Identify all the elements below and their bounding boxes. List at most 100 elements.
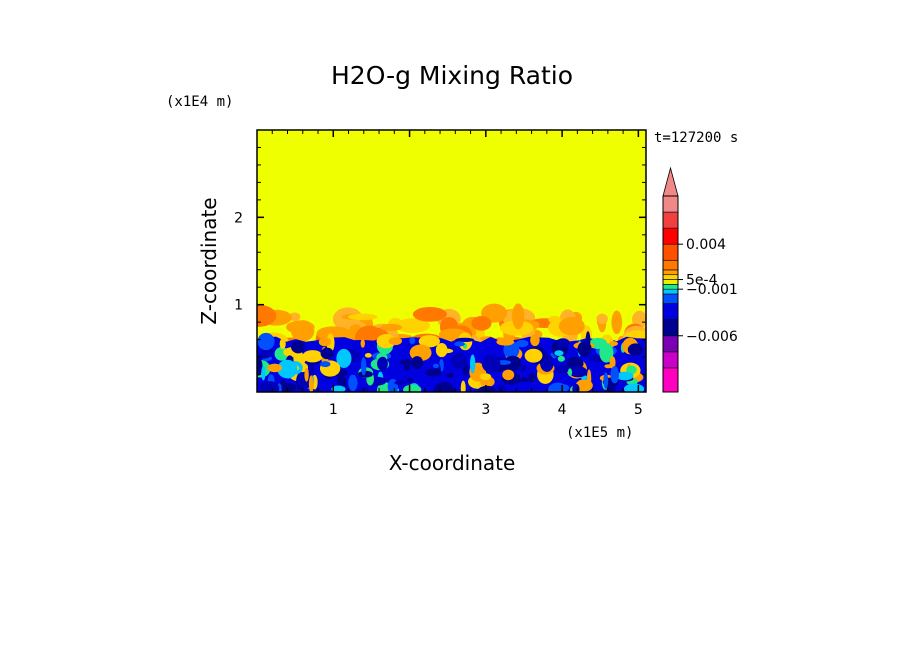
moist-blob bbox=[608, 341, 618, 347]
y-tick-label: 2 bbox=[234, 210, 243, 226]
moist-blob bbox=[261, 365, 266, 381]
moist-blob bbox=[409, 337, 416, 345]
moist-blob bbox=[515, 339, 529, 348]
y-axis-label: Z-coordinate bbox=[197, 197, 221, 324]
moist-blob bbox=[257, 332, 275, 351]
x-tick-label: 2 bbox=[405, 402, 414, 418]
moist-blob bbox=[388, 337, 402, 346]
y-ticks: 12 bbox=[234, 146, 646, 376]
colorbar-segment bbox=[662, 195, 679, 213]
time-label: t=127200 s bbox=[654, 130, 738, 146]
moist-blob bbox=[524, 348, 543, 363]
plume-blob bbox=[288, 312, 301, 321]
colorbar-segment bbox=[662, 227, 679, 245]
colorbar-label: 0.004 bbox=[686, 237, 726, 253]
colorbar-segment bbox=[662, 279, 679, 285]
colorbar-segment bbox=[662, 259, 679, 271]
moist-blob bbox=[575, 379, 593, 392]
moist-blob bbox=[478, 385, 496, 392]
plume-blob bbox=[395, 318, 430, 333]
moist-blob bbox=[556, 338, 570, 347]
colorbar-label: −0.006 bbox=[686, 329, 738, 345]
moist-blob bbox=[411, 356, 424, 370]
colorbar-segment bbox=[662, 284, 679, 290]
moist-blob bbox=[403, 384, 422, 392]
moist-blob bbox=[530, 334, 540, 347]
moist-blob bbox=[569, 366, 588, 378]
y-tick-label: 1 bbox=[234, 298, 243, 314]
contour-field bbox=[257, 130, 646, 392]
moist-blob bbox=[302, 350, 323, 363]
colorbar: 0.004 5e-4−0.001 −0.006 bbox=[662, 166, 738, 393]
x-tick-label: 3 bbox=[481, 402, 490, 418]
colorbar-segment bbox=[662, 243, 679, 261]
moist-blob bbox=[425, 368, 442, 377]
moist-blob bbox=[433, 382, 455, 392]
colorbar-segment bbox=[662, 274, 679, 280]
moist-blob bbox=[331, 385, 346, 392]
moist-blob bbox=[394, 380, 407, 386]
x-tick-label: 1 bbox=[329, 402, 338, 418]
colorbar-segment bbox=[662, 303, 679, 321]
moist-blob bbox=[348, 374, 358, 392]
colorbar-segment bbox=[662, 288, 679, 295]
moist-blob bbox=[610, 366, 619, 384]
colorbar-segment bbox=[662, 335, 679, 353]
moist-blob bbox=[554, 350, 564, 357]
moist-blob bbox=[267, 363, 283, 373]
moist-blob bbox=[308, 375, 314, 392]
plume-blob bbox=[380, 323, 403, 332]
x-tick-label: 4 bbox=[558, 402, 567, 418]
moist-blob bbox=[609, 356, 616, 369]
plume-blob bbox=[257, 304, 277, 327]
moist-blob bbox=[377, 356, 388, 371]
moist-blob bbox=[479, 373, 492, 381]
moist-blob bbox=[603, 372, 609, 389]
moist-blob bbox=[481, 354, 501, 373]
colorbar-segment bbox=[662, 293, 679, 304]
plume-blob bbox=[611, 310, 623, 335]
moist-blob bbox=[567, 368, 573, 377]
moist-blob bbox=[320, 347, 334, 360]
moist-blob bbox=[627, 343, 644, 356]
plume-blob bbox=[316, 326, 351, 341]
plume-blob bbox=[290, 320, 315, 342]
x-ticks: 1 2 3 4 5 bbox=[271, 130, 643, 418]
moist-blob bbox=[469, 354, 476, 374]
colorbar-label: −0.001 bbox=[686, 282, 738, 298]
moist-blob bbox=[626, 365, 637, 375]
moist-blob bbox=[259, 381, 280, 392]
moist-blob bbox=[406, 378, 415, 383]
plume-blob bbox=[347, 313, 378, 321]
moist-blob bbox=[497, 384, 507, 392]
colorbar-label: 5e-4 bbox=[686, 273, 718, 289]
colorbar-extend-arrow bbox=[662, 166, 679, 197]
colorbar-segment bbox=[662, 269, 679, 276]
moist-blob bbox=[360, 357, 367, 376]
moist-blob bbox=[257, 357, 263, 376]
x-unit-label: (x1E5 m) bbox=[566, 425, 633, 441]
moist-blob bbox=[460, 380, 466, 392]
moist-blob bbox=[318, 337, 332, 347]
plot-frame bbox=[256, 129, 647, 393]
moist-blob bbox=[557, 355, 565, 362]
moist-blob bbox=[504, 355, 522, 371]
moist-blob bbox=[440, 348, 454, 354]
moist-blob bbox=[336, 375, 341, 381]
colorbar-segment bbox=[662, 351, 679, 369]
colorbar-frame bbox=[662, 195, 679, 393]
moist-blob bbox=[502, 369, 515, 381]
moist-blob bbox=[291, 340, 306, 354]
colorbar-segment bbox=[662, 319, 679, 337]
moist-blob bbox=[572, 383, 580, 392]
plume-blob bbox=[412, 306, 447, 322]
moist-blob bbox=[446, 372, 455, 378]
moist-blob bbox=[496, 338, 515, 346]
moist-blob bbox=[599, 342, 614, 363]
moist-blob bbox=[403, 359, 411, 371]
moist-blob bbox=[432, 363, 439, 369]
moist-blob bbox=[336, 348, 352, 368]
plume-blob bbox=[471, 316, 492, 331]
moist-blob bbox=[418, 335, 440, 348]
